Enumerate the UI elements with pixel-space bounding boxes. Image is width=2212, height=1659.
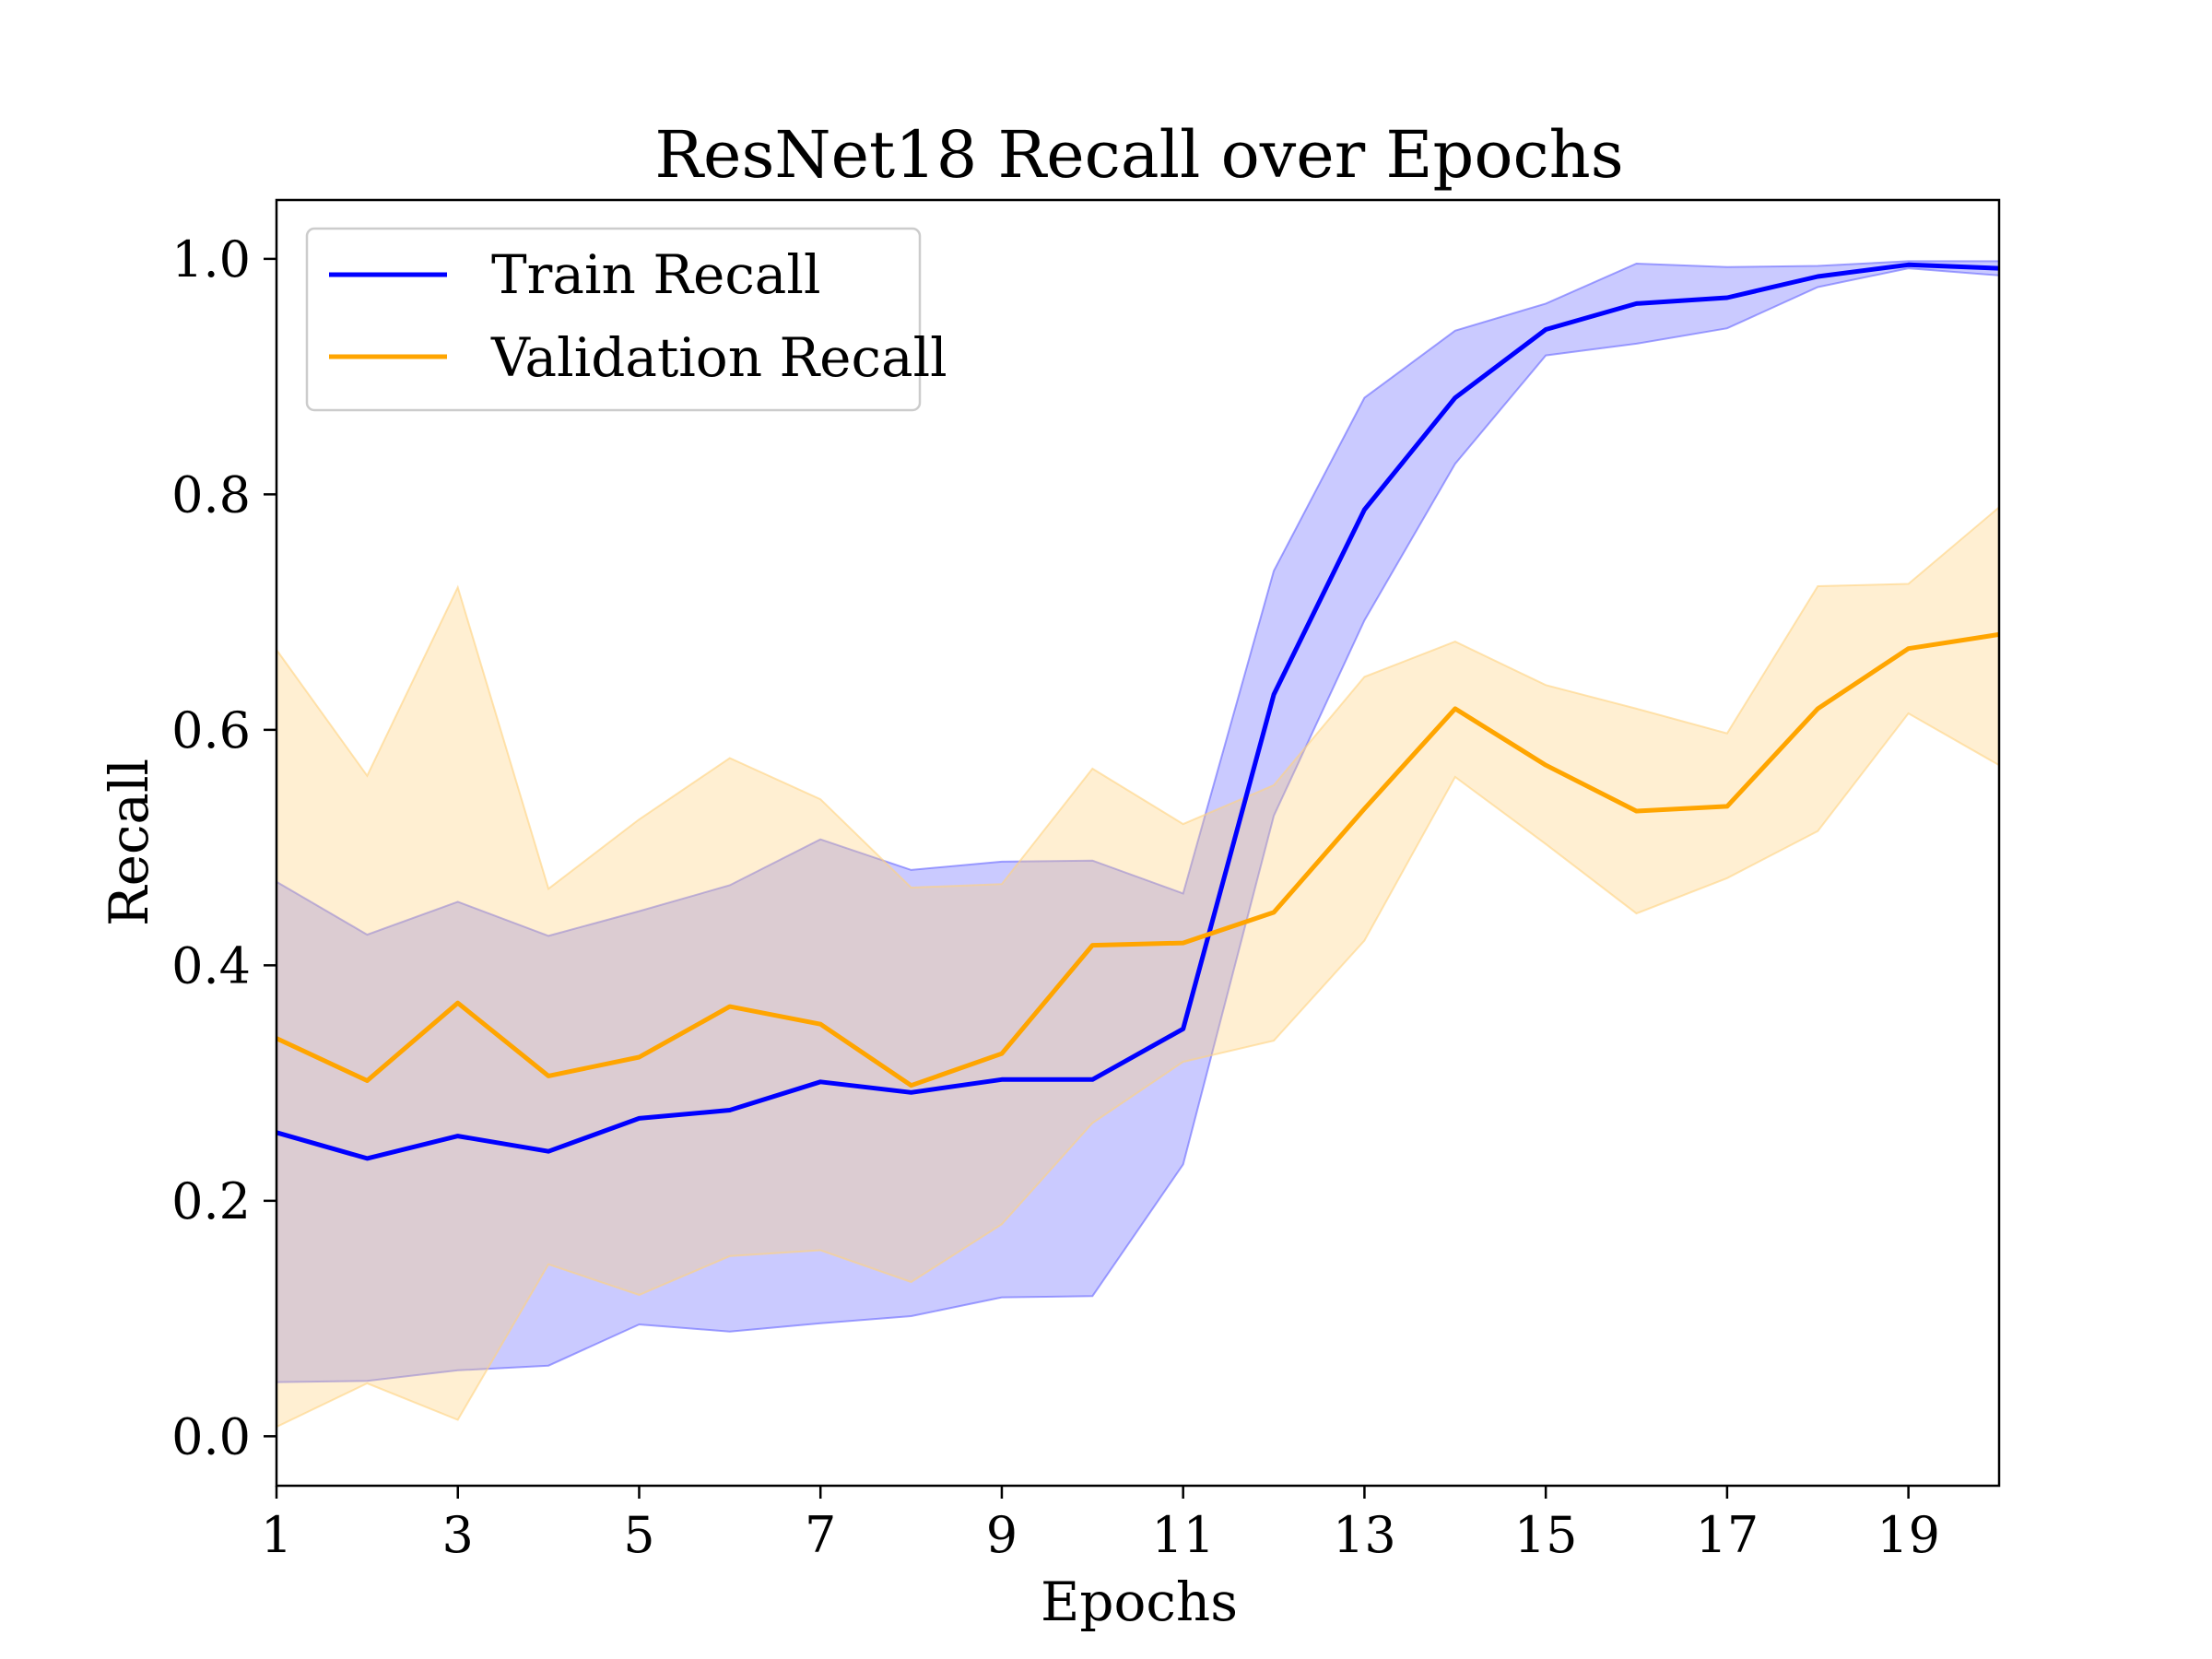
y-tick-label: 0.6 [171, 701, 251, 759]
x-axis: 1 3 5 7 9 11 13 15 17 19 [261, 1486, 1940, 1564]
legend-box [305, 227, 922, 412]
validation-recall-line [275, 631, 2000, 1088]
chart-title: ResNet18 Recall over Epochs [654, 117, 1623, 193]
legend-label-train: Train Recall [491, 243, 821, 306]
y-tick-label: 0.4 [171, 936, 251, 994]
x-tick-label: 17 [1696, 1506, 1759, 1564]
x-axis-label: Epochs [1041, 1571, 1238, 1633]
y-axis: 0.0 0.2 0.4 0.6 0.8 1.0 [171, 230, 276, 1465]
x-tick-label: 7 [805, 1506, 836, 1564]
y-tick-label: 1.0 [171, 230, 251, 288]
y-axis-label: Recall [98, 759, 160, 926]
y-tick-label: 0.0 [171, 1407, 251, 1465]
x-tick-label: 11 [1151, 1506, 1215, 1564]
series-lines [275, 262, 2000, 1161]
x-tick-label: 19 [1877, 1506, 1940, 1564]
x-tick-label: 1 [261, 1506, 292, 1564]
y-tick-label: 0.8 [171, 465, 251, 524]
x-tick-label: 9 [986, 1506, 1018, 1564]
plot-frame [275, 198, 2001, 1488]
x-tick-label: 3 [442, 1506, 474, 1564]
legend: Train Recall Validation Recall [305, 227, 947, 412]
train-recall-line [276, 262, 2000, 1161]
x-tick-label: 13 [1333, 1506, 1396, 1564]
y-tick-label: 0.2 [171, 1172, 251, 1230]
legend-label-validation: Validation Recall [490, 326, 947, 389]
confidence-bands [276, 260, 2000, 1429]
validation-recall-band [276, 505, 2000, 1429]
x-tick-label: 5 [623, 1506, 654, 1564]
x-tick-label: 15 [1514, 1506, 1578, 1564]
